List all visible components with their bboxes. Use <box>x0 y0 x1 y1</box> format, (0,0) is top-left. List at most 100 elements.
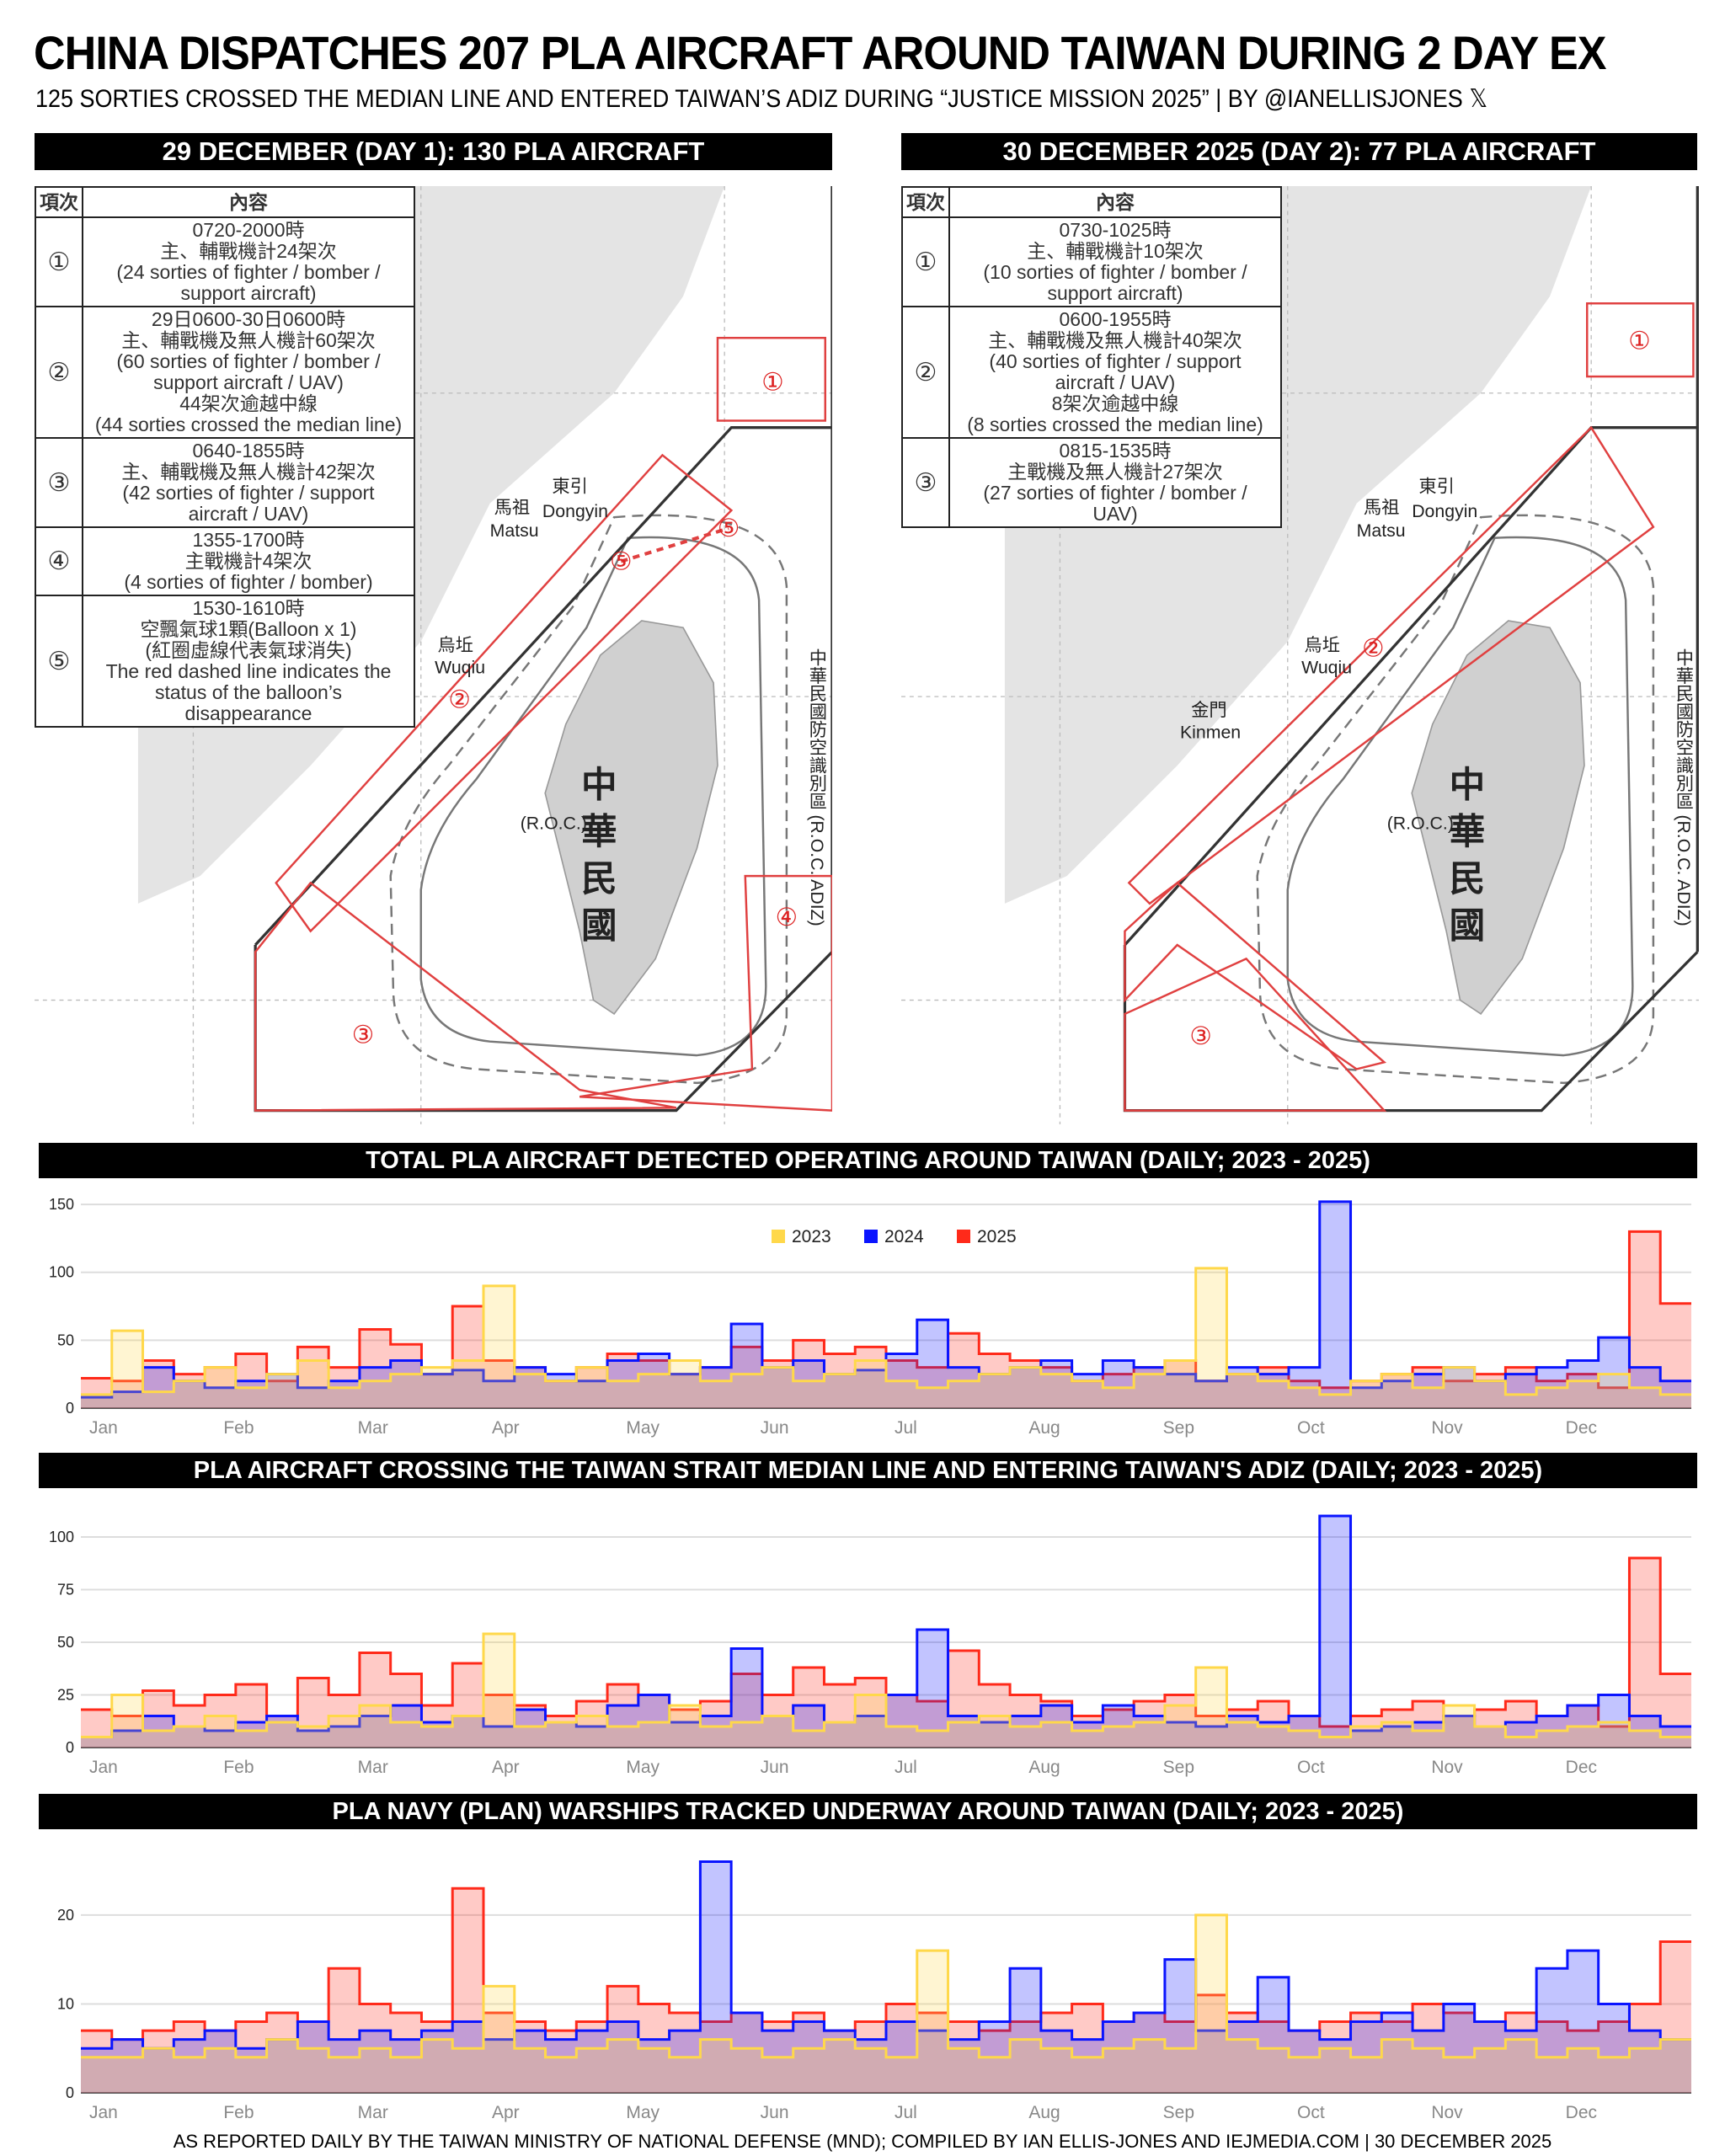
taiwan-island <box>1411 620 1585 1016</box>
x-tick-label: Jul <box>895 2103 917 2122</box>
y-tick-label: 10 <box>57 1995 74 2012</box>
series-2025-area <box>81 1231 1691 1408</box>
row-number: ② <box>35 306 83 439</box>
x-tick-label: Jul <box>895 1758 917 1777</box>
day1-header: 29 DECEMBER (DAY 1): 130 PLA AIRCRAFT <box>35 133 832 170</box>
col-content: 內容 <box>948 186 1282 218</box>
y-tick-label: 0 <box>66 2084 74 2101</box>
row-text: 0815-1535時 主戰機及無人機計27架次 (27 sorties of f… <box>948 437 1282 528</box>
col-content: 內容 <box>82 186 415 218</box>
zone-2-label: ② <box>1362 635 1384 663</box>
table-row: ② 29日0600-30日0600時 主、輔戰機及無人機計60架次 (60 sor… <box>35 306 415 439</box>
zone-5-label: ⑤ <box>610 547 632 575</box>
x-tick-label: Nov <box>1431 1418 1463 1438</box>
legend-label-2024: 2024 <box>884 1227 924 1246</box>
adiz-label: 中華民國防空識別區 (R.O.C. ADIZ) <box>1674 648 1694 926</box>
table-row: ① 0730-1025時 主、輔戰機計10架次 (10 sorties of fi… <box>901 216 1282 307</box>
y-tick-label: 150 <box>49 1196 74 1213</box>
x-tick-label: Aug <box>1028 2103 1060 2122</box>
series-2023-line <box>81 1267 1691 1396</box>
x-tick-label: Sep <box>1163 2103 1194 2122</box>
dongyin-label: Dongyin <box>542 501 608 521</box>
x-tick-label: Oct <box>1297 1758 1325 1777</box>
x-tick-label: Jul <box>895 1418 917 1438</box>
legend-swatch-2024 <box>864 1230 878 1243</box>
dongyin-zh: 東引 <box>1418 477 1455 497</box>
x-tick-label: Feb <box>223 2103 254 2122</box>
x-tick-label: Oct <box>1297 1418 1325 1438</box>
kinmen-label: Kinmen <box>1180 722 1241 742</box>
row-number: ③ <box>35 437 83 528</box>
y-tick-label: 50 <box>57 1634 74 1651</box>
wuqiu-label: Wuqiu <box>1301 657 1352 677</box>
x-tick-label: Nov <box>1431 1758 1463 1777</box>
zone-5-balloon-label: ⑤ <box>718 515 740 542</box>
x-tick-label: Dec <box>1566 1758 1597 1777</box>
contour-dashed <box>389 514 788 1085</box>
y-tick-label: 0 <box>66 1400 74 1417</box>
y-tick-label: 75 <box>57 1582 74 1598</box>
page-subtitle: 125 SORTIES CROSSED THE MEDIAN LINE AND … <box>35 85 1488 113</box>
y-tick-label: 0 <box>66 1739 74 1756</box>
roc-zh-label: 中華民國 <box>1444 766 1484 953</box>
chart-median-crossings: 0 25 50 75 100 Jan Feb Mar Apr May Jun Jul Aug Sep Oct… <box>49 1514 1691 1777</box>
series-2025-line <box>81 1556 1691 1728</box>
x-tick-label: Dec <box>1566 2103 1597 2122</box>
wuqiu-zh: 烏坵 <box>437 635 473 655</box>
x-tick-label: Feb <box>223 1418 254 1438</box>
series-2023-line <box>81 1913 1691 2059</box>
legend-swatch-2023 <box>772 1230 785 1243</box>
wuqiu-label: Wuqiu <box>435 657 485 677</box>
dongyin-zh: 東引 <box>552 477 588 497</box>
day1-activity-table: 項次 內容 ① 0720-2000時 主、輔戰機計24架次 (24 sorties … <box>35 186 415 728</box>
x-tick-label: Jun <box>761 2103 789 2122</box>
table-row: ④ 1355-1700時 主戰機計4架次 (4 sorties of fighte… <box>35 526 415 596</box>
taiwan-island <box>544 620 718 1016</box>
contour-solid <box>419 536 767 1057</box>
page-title: CHINA DISPATCHES 207 PLA AIRCRAFT AROUND… <box>34 26 1607 79</box>
y-tick-label: 25 <box>57 1687 74 1704</box>
x-tick-label: Jun <box>761 1418 789 1438</box>
table-row: ① 0720-2000時 主、輔戰機計24架次 (24 sorties of fi… <box>35 216 415 307</box>
chart-total-aircraft: 0 50 100 150 Jan Feb Mar Apr May Jun Jul Aug Sep Oct N… <box>49 1196 1691 1438</box>
table-row: ② 0600-1955時 主、輔戰機及無人機計40架次 (40 sorties o… <box>901 306 1282 439</box>
matsu-label: Matsu <box>1357 520 1406 541</box>
x-tick-label: Mar <box>358 1418 388 1438</box>
x-tick-label: Sep <box>1163 1418 1194 1438</box>
x-tick-label: Apr <box>492 1758 520 1777</box>
row-text: 1355-1700時 主戰機計4架次 (4 sorties of fighter… <box>82 526 415 596</box>
roc-zh-label: 中華民國 <box>576 766 617 953</box>
matsu-zh: 馬祖 <box>1364 497 1400 517</box>
row-text: 0640-1855時 主、輔戰機及無人機計42架次 (42 sorties of… <box>82 437 415 528</box>
zone-1-label: ① <box>1628 327 1650 355</box>
x-tick-label: May <box>626 1758 660 1777</box>
y-tick-label: 50 <box>57 1331 74 1348</box>
chart-median-title: PLA AIRCRAFT CROSSING THE TAIWAN STRAIT … <box>39 1453 1697 1488</box>
x-tick-label: May <box>626 2103 660 2122</box>
row-text: 1530-1610時 空飄氣球1顆(Balloon x 1) (紅圈虛線代表氣球… <box>82 595 415 728</box>
row-text: 29日0600-30日0600時 主、輔戰機及無人機計60架次 (60 sort… <box>82 306 415 439</box>
legend-label-2025: 2025 <box>977 1227 1017 1246</box>
row-number: ⑤ <box>35 595 83 728</box>
x-tick-label: Mar <box>358 1758 388 1777</box>
row-number: ① <box>901 216 950 307</box>
dongyin-label: Dongyin <box>1412 501 1477 521</box>
chart-navy-warships: 0 10 20 Jan Feb Mar Apr May Jun Jul Aug Sep Oct Nov De… <box>57 1860 1691 2122</box>
row-number: ④ <box>35 526 83 596</box>
x-tick-label: Sep <box>1163 1758 1194 1777</box>
chart-total-title: TOTAL PLA AIRCRAFT DETECTED OPERATING AR… <box>39 1143 1697 1178</box>
day2-activity-table: 項次 內容 ① 0730-1025時 主、輔戰機計10架次 (10 sorties … <box>901 186 1282 528</box>
zone-2-label: ② <box>448 686 470 713</box>
row-text: 0730-1025時 主、輔戰機計10架次 (10 sorties of fig… <box>948 216 1282 307</box>
x-tick-label: Jan <box>89 2103 118 2122</box>
x-tick-label: Feb <box>223 1758 254 1777</box>
table-row: ③ 0640-1855時 主、輔戰機及無人機計42架次 (42 sorties o… <box>35 437 415 528</box>
table-row: ③ 0815-1535時 主戰機及無人機計27架次 (27 sorties of … <box>901 437 1282 528</box>
x-tick-label: Jan <box>89 1758 118 1777</box>
row-number: ② <box>901 306 950 439</box>
legend-swatch-2025 <box>957 1230 970 1243</box>
day2-map: ① ② ③ 東引 Dongyin 馬祖 Matsu 烏坵 Wuqiu 金門 Ki… <box>901 186 1699 1124</box>
x-tick-label: Jun <box>761 1758 789 1777</box>
x-tick-label: Aug <box>1028 1418 1060 1438</box>
wuqiu-zh: 烏坵 <box>1304 635 1340 655</box>
